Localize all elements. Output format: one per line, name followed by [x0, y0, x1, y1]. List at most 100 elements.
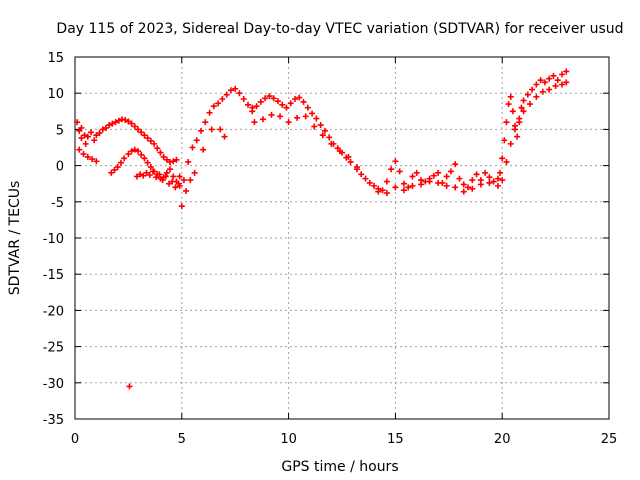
data-point: [328, 140, 335, 147]
data-point: [409, 182, 416, 189]
data-point: [317, 122, 324, 129]
data-point: [163, 169, 170, 176]
data-point: [221, 133, 228, 140]
data-point: [388, 166, 395, 173]
data-point: [109, 120, 116, 127]
data-point: [175, 180, 182, 187]
data-point: [383, 190, 390, 197]
data-point: [131, 146, 138, 153]
data-point: [546, 86, 553, 93]
data-point: [400, 187, 407, 194]
data-point: [563, 79, 570, 86]
data-point: [240, 95, 247, 102]
data-point: [185, 158, 192, 165]
data-point: [131, 123, 138, 130]
data-point: [128, 148, 135, 155]
data-point: [313, 115, 320, 122]
data-point: [227, 87, 234, 94]
data-point: [304, 104, 311, 111]
data-point: [183, 187, 190, 194]
data-point: [452, 161, 459, 168]
data-point: [163, 156, 170, 163]
data-point: [541, 79, 548, 86]
data-point: [285, 119, 292, 126]
data-point: [270, 95, 277, 102]
data-point: [137, 171, 144, 178]
y-axis-label: SDTVAR / TECUs: [7, 181, 23, 296]
data-point: [326, 134, 333, 141]
data-point: [319, 132, 326, 139]
y-tick-label: 5: [56, 123, 64, 138]
data-point: [321, 127, 328, 134]
data-point: [178, 203, 185, 210]
data-point: [311, 123, 318, 130]
data-point: [144, 135, 151, 142]
data-point: [159, 177, 166, 184]
data-point: [375, 188, 382, 195]
data-point: [546, 75, 553, 82]
data-point: [396, 168, 403, 175]
data-point: [460, 181, 467, 188]
series-midday-hump: [249, 93, 354, 165]
data-point: [514, 133, 521, 140]
data-point: [143, 169, 150, 176]
data-point: [88, 129, 95, 136]
x-tick-label: 20: [494, 432, 511, 447]
data-point: [151, 140, 158, 147]
series-late-surge-lower: [499, 79, 570, 184]
data-point: [268, 111, 275, 118]
data-point: [383, 178, 390, 185]
data-point: [172, 184, 179, 191]
y-tick-label: -25: [43, 341, 64, 356]
data-point: [366, 179, 373, 186]
x-tick-label: 15: [387, 432, 404, 447]
data-point: [392, 184, 399, 191]
data-point: [126, 383, 133, 390]
data-point: [494, 182, 501, 189]
y-tick-label: -35: [43, 413, 64, 428]
data-point: [84, 133, 91, 140]
series-recovery-rise: [176, 85, 256, 184]
data-point: [503, 158, 510, 165]
data-point: [170, 173, 177, 180]
data-point: [210, 103, 217, 110]
data-point: [251, 119, 258, 126]
axis-ticks: 0 5 10 15 20 25 15 10 5 0 -5 -10 -15 -20 -25 -30 -35: [43, 51, 618, 447]
data-point: [141, 155, 148, 162]
data-point: [189, 144, 196, 151]
x-tick-label: 0: [71, 432, 79, 447]
data-point: [232, 85, 239, 92]
data-point: [409, 173, 416, 180]
data-point: [477, 181, 484, 188]
data-point: [559, 71, 566, 78]
data-point: [559, 81, 566, 88]
y-tick-label: -30: [43, 377, 64, 392]
data-point: [524, 91, 531, 98]
data-point: [82, 140, 89, 147]
data-point: [170, 158, 177, 165]
grid: [75, 57, 609, 419]
data-point: [102, 124, 109, 131]
data-points: [74, 68, 570, 390]
data-point: [509, 108, 516, 115]
series-afternoon-lower: [375, 178, 501, 197]
data-point: [165, 180, 172, 187]
data-point: [173, 156, 180, 163]
data-point: [362, 175, 369, 182]
data-point: [353, 166, 360, 173]
data-point: [529, 86, 536, 93]
data-point: [74, 119, 81, 126]
data-point: [80, 151, 87, 158]
data-point: [336, 148, 343, 155]
y-tick-label: 0: [56, 160, 64, 175]
data-point: [473, 171, 480, 178]
data-point: [111, 166, 118, 173]
data-point: [259, 116, 266, 123]
data-point: [379, 187, 386, 194]
data-point: [156, 171, 163, 178]
data-point: [503, 119, 510, 126]
data-point: [550, 72, 557, 79]
data-point: [81, 132, 88, 139]
data-point: [149, 168, 156, 175]
data-point: [490, 178, 497, 185]
